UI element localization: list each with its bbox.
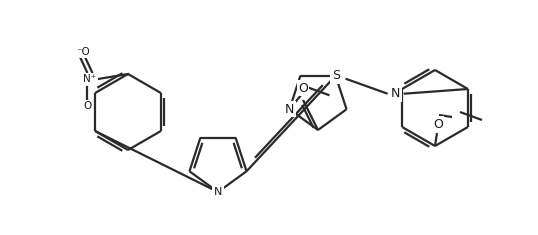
Text: N⁺: N⁺ <box>83 74 97 84</box>
Text: O: O <box>83 101 91 111</box>
Text: N: N <box>285 103 294 116</box>
Text: N: N <box>391 87 400 100</box>
Text: O: O <box>433 118 443 130</box>
Text: O: O <box>298 82 308 94</box>
Text: N: N <box>214 187 222 197</box>
Text: ⁻O: ⁻O <box>76 47 90 57</box>
Text: S: S <box>331 69 339 82</box>
